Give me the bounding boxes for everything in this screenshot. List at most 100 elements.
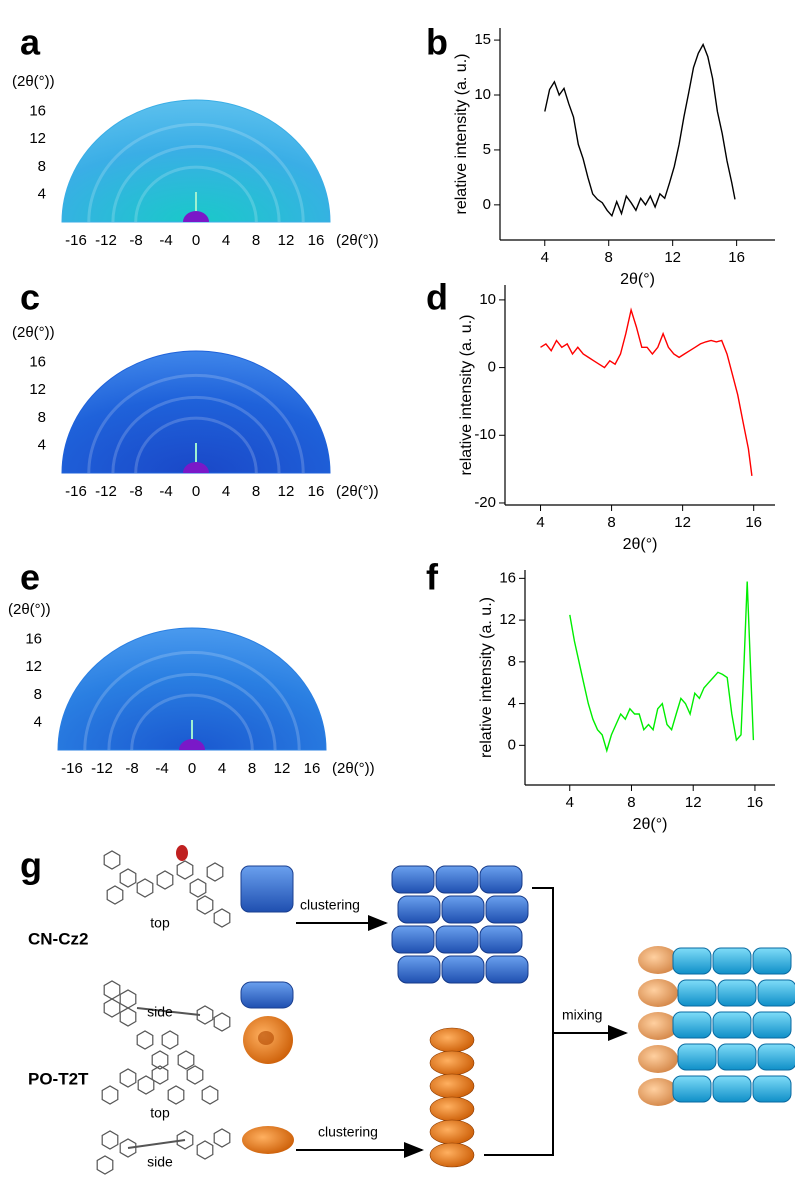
x-tick-label: 16 — [304, 760, 321, 777]
mixed-block — [753, 948, 791, 974]
cluster-block — [436, 866, 478, 893]
stacked-disk — [430, 1051, 474, 1075]
y-axis-label: (2θ(°)) — [12, 73, 55, 90]
y-tick-label: 12 — [25, 658, 42, 675]
y-tick-label: 16 — [29, 103, 46, 120]
x-tick-label: -12 — [91, 760, 113, 777]
x-tick-label: 0 — [192, 483, 200, 500]
molecule-ring — [104, 999, 120, 1017]
molecule-ring — [104, 851, 120, 869]
x-tick-label: 4 — [222, 232, 230, 249]
x-tick-label: 12 — [274, 760, 291, 777]
x-tick-label: 8 — [627, 794, 635, 811]
cluster-block — [480, 926, 522, 953]
x-tick-label: -16 — [65, 232, 87, 249]
x-axis-label: (2θ(°)) — [336, 232, 379, 249]
molecule-bond — [128, 1140, 185, 1148]
molecule-ring — [102, 1131, 118, 1149]
cluster-block — [392, 866, 434, 893]
mixed-block — [718, 1044, 756, 1070]
y-tick-label: 10 — [479, 291, 496, 308]
molecule-ring — [168, 1086, 184, 1104]
molecule-ring — [202, 1086, 218, 1104]
x-axis-label: 2θ(°) — [623, 536, 658, 553]
y-tick-label: 12 — [499, 611, 516, 628]
disk-side — [242, 1126, 294, 1154]
y-tick-label: 8 — [34, 686, 42, 703]
y-axis-label: (2θ(°)) — [8, 601, 51, 618]
stacked-disk — [430, 1074, 474, 1098]
molecule-ring — [197, 1141, 213, 1159]
molecule-ring — [97, 1156, 113, 1174]
x-tick-label: -4 — [159, 483, 172, 500]
y-tick-label: -10 — [474, 426, 496, 443]
x-tick-label: 12 — [685, 794, 702, 811]
x-tick-label: 8 — [607, 514, 615, 531]
x-tick-label: 12 — [278, 483, 295, 500]
y-tick-label: 0 — [508, 736, 516, 753]
data-line — [570, 582, 754, 751]
mixed-block — [718, 980, 756, 1006]
figure: abcdefg-16-12-8-40481216481216(2θ(°))(2θ… — [0, 0, 795, 1179]
panel-label: a — [20, 22, 41, 63]
molecule-ring — [137, 1031, 153, 1049]
cluster-block — [436, 926, 478, 953]
y-tick-label: 15 — [474, 31, 491, 48]
mixed-block — [758, 980, 795, 1006]
y-tick-label: 16 — [25, 631, 42, 648]
x-tick-label: -12 — [95, 483, 117, 500]
x-tick-label: -16 — [61, 760, 83, 777]
x-tick-label: 4 — [541, 249, 549, 266]
y-tick-label: 0 — [488, 359, 496, 376]
x-axis-label: (2θ(°)) — [332, 760, 375, 777]
cluster-block — [442, 896, 484, 923]
stacked-disk — [430, 1120, 474, 1144]
y-tick-label: 5 — [483, 141, 491, 158]
molecule-ring — [107, 886, 123, 904]
molecule-ring — [214, 1013, 230, 1031]
cluster-block — [442, 956, 484, 983]
molecule-name: PO-T2T — [28, 1069, 89, 1088]
y-tick-label: 10 — [474, 86, 491, 103]
x-tick-label: 0 — [192, 232, 200, 249]
page: { "panel_labels": ["a", "b", "c", "d", "… — [0, 0, 795, 1184]
x-tick-label: 4 — [218, 760, 226, 777]
y-tick-label: 0 — [483, 196, 491, 213]
molecule-ring — [207, 863, 223, 881]
mixed-block — [678, 980, 716, 1006]
block-side — [241, 982, 293, 1008]
y-tick-label: 12 — [29, 130, 46, 147]
molecule-ring — [197, 896, 213, 914]
molecule-ring — [120, 990, 136, 1008]
x-tick-label: -16 — [65, 483, 87, 500]
x-tick-label: 16 — [308, 232, 325, 249]
cluster-block — [398, 956, 440, 983]
y-tick-label: 4 — [508, 695, 516, 712]
x-tick-label: 8 — [248, 760, 256, 777]
y-tick-label: 4 — [34, 713, 42, 730]
mixed-block — [713, 948, 751, 974]
cluster-block — [398, 896, 440, 923]
mixed-disk — [638, 979, 678, 1007]
x-tick-label: 16 — [308, 483, 325, 500]
mixed-block — [678, 1044, 716, 1070]
x-tick-label: 12 — [278, 232, 295, 249]
x-tick-label: -8 — [129, 232, 142, 249]
molecule-name: CN-Cz2 — [28, 929, 88, 948]
molecule-ring — [157, 871, 173, 889]
panel-label: e — [20, 557, 40, 598]
stacked-disk — [430, 1097, 474, 1121]
arrow-label: clustering — [300, 897, 360, 913]
data-line — [541, 310, 752, 476]
y-tick-label: 4 — [38, 436, 46, 453]
panel-label: b — [426, 22, 448, 63]
x-tick-label: 4 — [566, 794, 574, 811]
panel-label: d — [426, 277, 448, 318]
arrow-label: clustering — [318, 1124, 378, 1140]
x-tick-label: 4 — [222, 483, 230, 500]
x-tick-label: -4 — [155, 760, 168, 777]
panel-label: f — [426, 557, 439, 598]
view-label: top — [150, 915, 170, 931]
y-axis-label: relative intensity (a. u.) — [458, 315, 475, 476]
mixed-disk — [638, 946, 678, 974]
